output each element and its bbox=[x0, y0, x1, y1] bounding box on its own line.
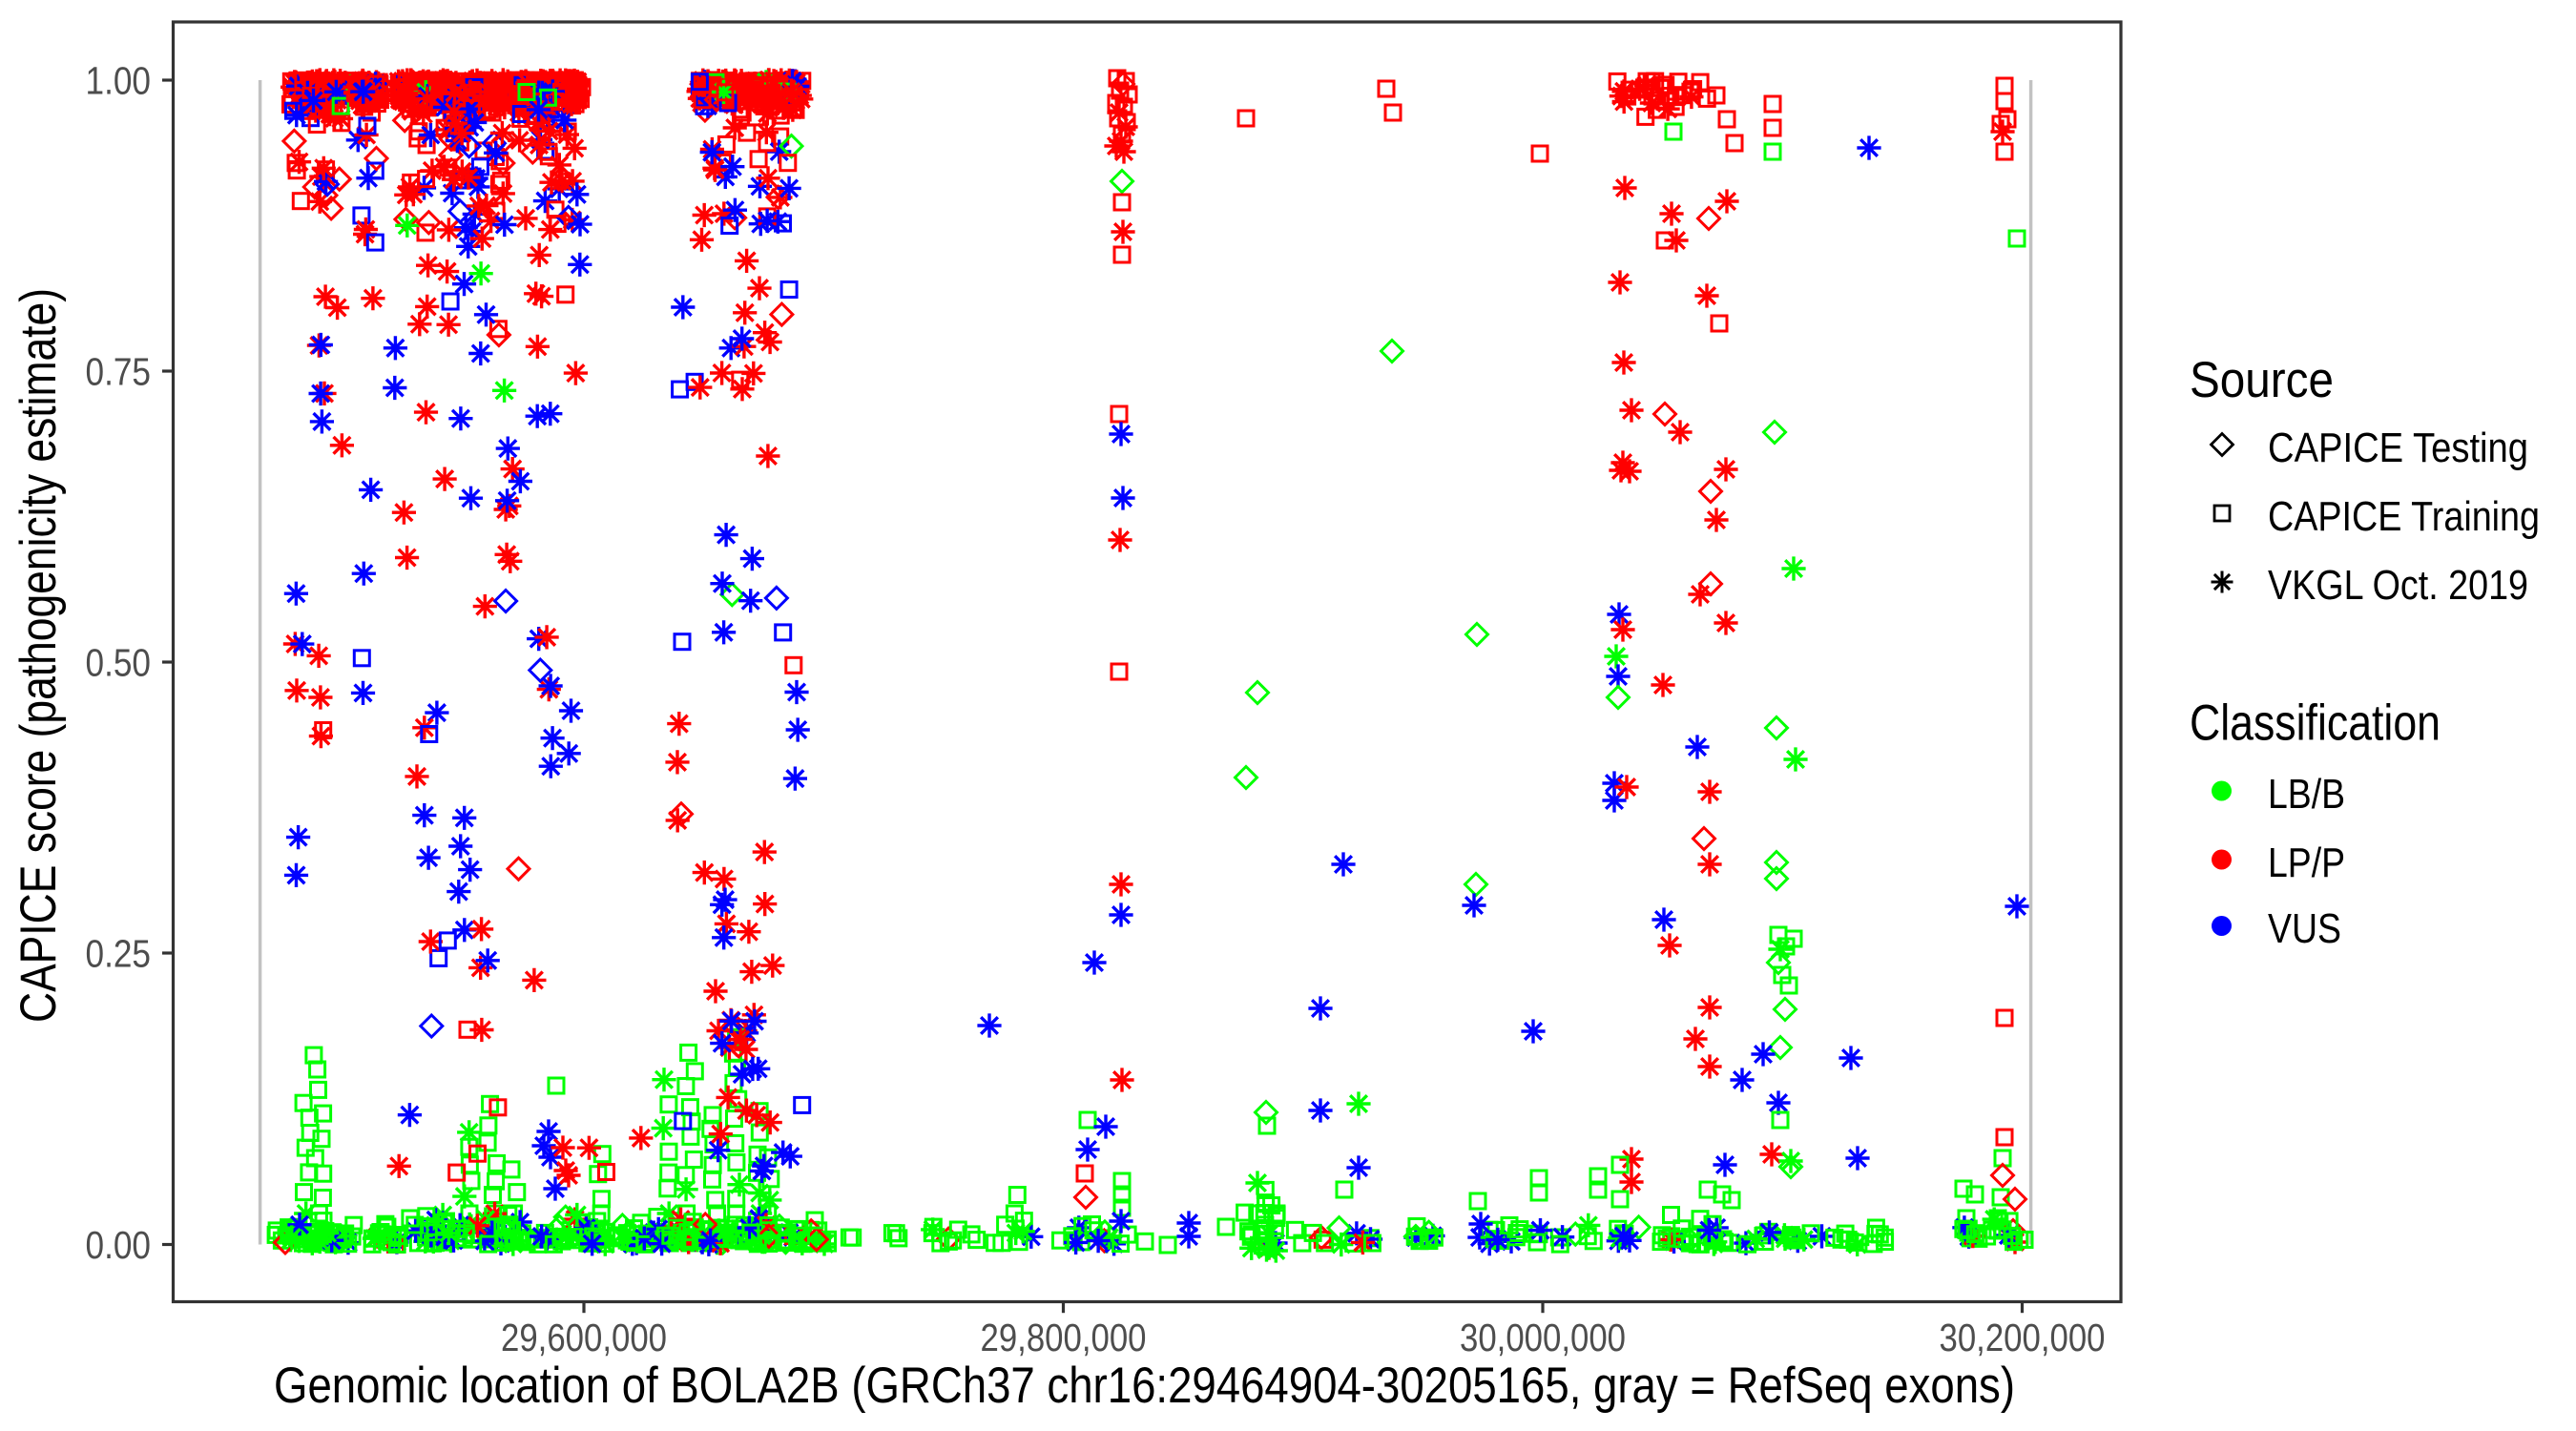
svg-text:Source: Source bbox=[2190, 352, 2334, 408]
svg-text:29,600,000: 29,600,000 bbox=[501, 1316, 667, 1359]
svg-text:CAPICE Training: CAPICE Training bbox=[2268, 493, 2540, 540]
svg-text:VUS: VUS bbox=[2268, 905, 2341, 952]
svg-text:30,000,000: 30,000,000 bbox=[1460, 1316, 1626, 1359]
svg-text:LB/B: LB/B bbox=[2268, 771, 2345, 818]
svg-text:0.00: 0.00 bbox=[86, 1223, 152, 1267]
svg-text:0.25: 0.25 bbox=[86, 932, 152, 976]
svg-text:29,800,000: 29,800,000 bbox=[981, 1316, 1147, 1359]
svg-text:Genomic location of BOLA2B (GR: Genomic location of BOLA2B (GRCh37 chr16… bbox=[274, 1358, 2015, 1414]
svg-text:CAPICE Testing: CAPICE Testing bbox=[2268, 425, 2528, 471]
svg-text:VKGL Oct. 2019: VKGL Oct. 2019 bbox=[2268, 562, 2528, 609]
svg-text:CAPICE score (pathogenicity es: CAPICE score (pathogenicity estimate) bbox=[10, 288, 67, 1023]
svg-text:1.00: 1.00 bbox=[86, 59, 152, 103]
svg-text:30,200,000: 30,200,000 bbox=[1940, 1316, 2106, 1359]
svg-text:Classification: Classification bbox=[2190, 695, 2441, 752]
svg-text:0.75: 0.75 bbox=[86, 350, 152, 394]
svg-text:0.50: 0.50 bbox=[86, 641, 152, 685]
svg-text:LP/P: LP/P bbox=[2268, 840, 2345, 886]
